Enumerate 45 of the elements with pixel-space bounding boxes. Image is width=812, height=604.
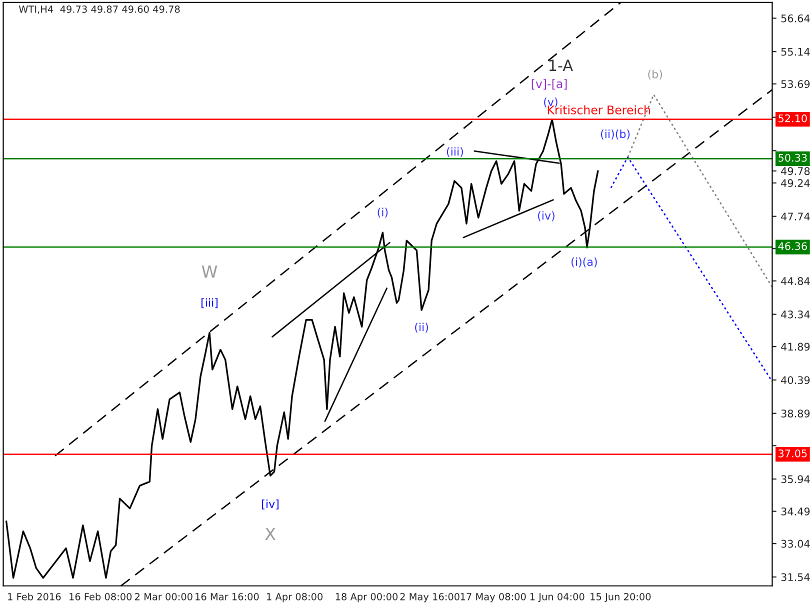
ref-line-label: 46.36 bbox=[778, 242, 807, 250]
y-tick-label: 53.69 bbox=[781, 80, 810, 88]
y-tick-label: 31.54 bbox=[781, 573, 810, 582]
x-tick-label: 2 Mar 00:00 bbox=[135, 592, 192, 600]
x-tick-label: 16 Feb 08:00 bbox=[70, 592, 132, 600]
annotation: Kritischer Bereich bbox=[548, 105, 650, 114]
chart-title: WTI,H4 49.73 49.87 49.60 49.78 bbox=[18, 6, 180, 14]
annotation: (i) bbox=[378, 208, 388, 218]
y-tick-label: 38.89 bbox=[781, 410, 810, 418]
y-tick-label: 55.14 bbox=[781, 48, 810, 56]
ref-line-label: 50.33 bbox=[778, 154, 807, 162]
x-tick-label: 1 Apr 08:00 bbox=[267, 592, 323, 602]
annotation: (ii)(b) bbox=[600, 130, 630, 140]
annotation: (v) bbox=[544, 97, 558, 108]
x-tick-label: 17 May 08:00 bbox=[460, 592, 526, 602]
x-tick-label: 2 May 16:00 bbox=[400, 592, 460, 602]
ref-line-label: 37.05 bbox=[778, 449, 807, 458]
annotation: W bbox=[202, 265, 218, 278]
y-tick-label: 47.74 bbox=[781, 212, 810, 220]
y-tick-label: 49.24 bbox=[781, 179, 810, 188]
annotation: [iii] bbox=[202, 298, 218, 308]
y-tick-label: 49.78 bbox=[781, 167, 810, 176]
x-tick-label: 1 Jun 04:00 bbox=[530, 592, 584, 602]
annotation: (i)(a) bbox=[572, 257, 597, 268]
annotation: (b) bbox=[648, 70, 662, 80]
x-tick-label: 1 Feb 2016 bbox=[8, 592, 61, 600]
y-tick-label: 35.94 bbox=[781, 475, 810, 484]
y-tick-label: 41.89 bbox=[781, 342, 810, 351]
y-tick-label: 43.34 bbox=[781, 310, 810, 318]
annotation: [iv] bbox=[262, 499, 279, 510]
annotation: (iii) bbox=[446, 147, 463, 158]
x-tick-label: 18 Apr 00:00 bbox=[336, 592, 398, 602]
y-tick-label: 33.04 bbox=[781, 540, 810, 548]
annotation: (iv) bbox=[538, 211, 554, 222]
x-tick-label: 16 Mar 16:00 bbox=[196, 592, 259, 600]
y-tick-label: 40.39 bbox=[781, 376, 810, 384]
y-tick-label: 56.64 bbox=[781, 14, 810, 22]
y-tick-label: 34.49 bbox=[781, 508, 810, 516]
y-tick-label: 44.84 bbox=[781, 277, 810, 286]
annotation: [v]-[a] bbox=[532, 79, 567, 90]
annotation: 1-A bbox=[549, 60, 573, 71]
annotation: (ii) bbox=[415, 322, 428, 333]
annotation: X bbox=[265, 528, 276, 540]
x-tick-label: 15 Jun 20:00 bbox=[590, 592, 651, 602]
ref-line-label: 52.10 bbox=[778, 114, 807, 122]
